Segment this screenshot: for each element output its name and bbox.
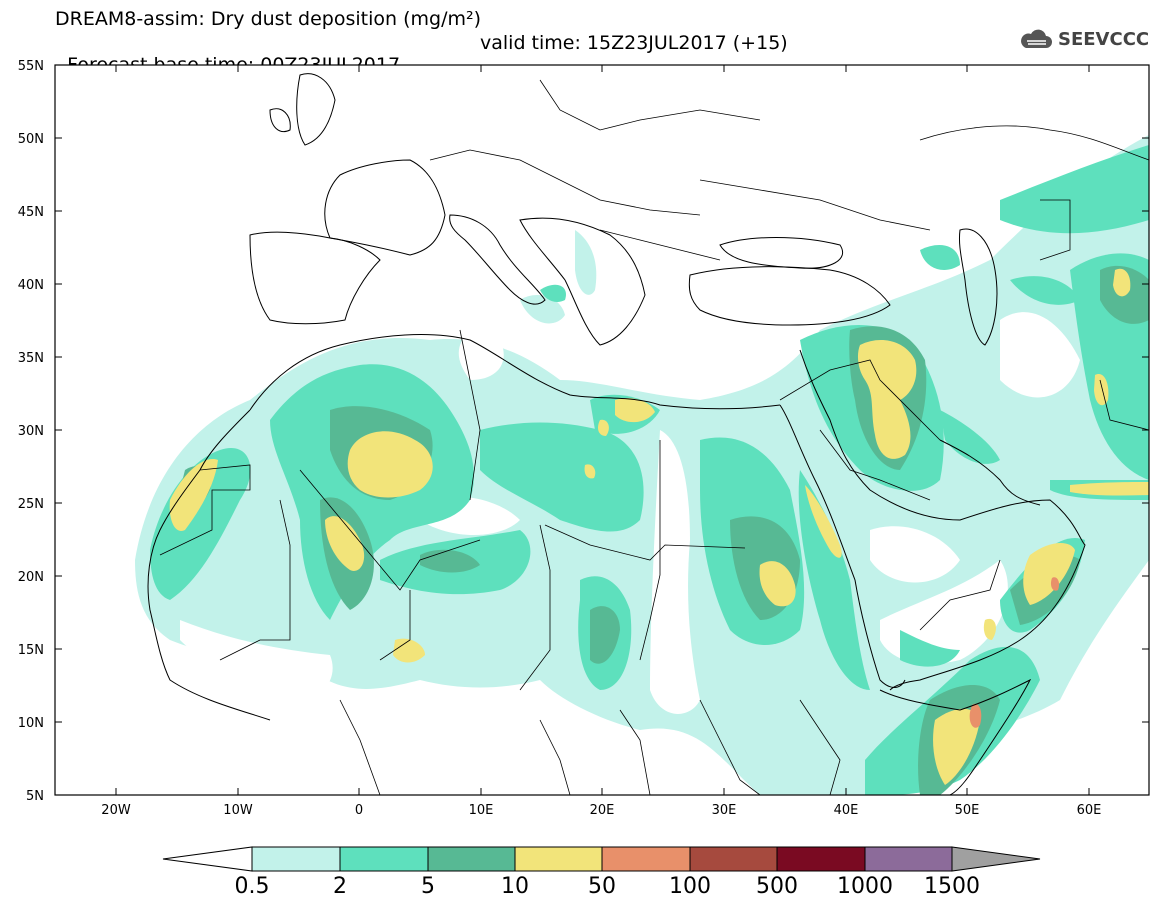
colorbar-bin (427, 846, 516, 872)
colorbar-label: 1000 (837, 874, 893, 899)
lon-label: 50E (955, 803, 980, 818)
lat-label: 5N (26, 789, 44, 804)
lat-label: 30N (18, 424, 44, 439)
colorbar-label: 2 (333, 874, 347, 899)
cloud-icon (1021, 29, 1052, 48)
dust-level-5 (969, 577, 1060, 728)
colorbar-label: 100 (669, 874, 711, 899)
colorbar-bin (864, 846, 953, 872)
colorbar-bin (601, 846, 691, 872)
colorbar-bin (689, 846, 778, 872)
colorbar-label: 5 (421, 874, 435, 899)
lat-label: 55N (18, 59, 44, 74)
valid-time: valid time: 15Z23JUL2017 (+15) (480, 32, 788, 54)
lon-label: 10W (223, 803, 253, 818)
colorbar-label: 1500 (924, 874, 980, 899)
lat-axis (55, 64, 1149, 723)
lat-labels: 55N 50N 45N 40N 35N 30N 25N 20N 15N 10N … (18, 59, 44, 804)
lat-label: 40N (18, 278, 44, 293)
colorbar-bin (251, 846, 341, 872)
lat-label: 45N (18, 205, 44, 220)
colorbar-bin (514, 846, 603, 872)
lon-labels: 20W 10W 0 10E 20E 30E 40E 50E 60E (101, 803, 1101, 818)
seevccc-logo: SEEVCCC (1018, 26, 1149, 52)
colorbar-bin (339, 846, 429, 872)
colorbar (162, 846, 1041, 872)
lon-label: 10E (469, 803, 494, 818)
colorbar-labels: 0.5 2 5 10 50 100 500 1000 1500 (235, 874, 981, 899)
lon-label: 60E (1077, 803, 1102, 818)
dust-field (135, 73, 1149, 795)
lat-label: 35N (18, 351, 44, 366)
lat-label: 10N (18, 716, 44, 731)
colorbar-high-arrow (951, 846, 1041, 872)
lon-label: 0 (355, 803, 363, 818)
colorbar-label: 0.5 (235, 874, 270, 899)
logo-text: SEEVCCC (1058, 28, 1150, 50)
borders (159, 79, 1149, 795)
lon-label: 30E (712, 803, 737, 818)
dust-level-4 (169, 268, 1149, 785)
colorbar-label: 500 (756, 874, 798, 899)
lon-label: 20W (101, 803, 131, 818)
lat-label: 50N (18, 132, 44, 147)
lat-label: 20N (18, 570, 44, 585)
lon-axis (115, 65, 1090, 795)
colorbar-low-arrow (162, 846, 253, 872)
lon-label: 20E (590, 803, 615, 818)
map-title: DREAM8-assim: Dry dust deposition (mg/m²… (55, 8, 482, 30)
lat-label: 25N (18, 497, 44, 512)
colorbar-label: 10 (501, 874, 529, 899)
lon-label: 40E (834, 803, 859, 818)
colorbar-bin (776, 846, 866, 872)
colorbar-label: 50 (588, 874, 616, 899)
lat-label: 15N (18, 643, 44, 658)
coastlines (147, 73, 1086, 795)
